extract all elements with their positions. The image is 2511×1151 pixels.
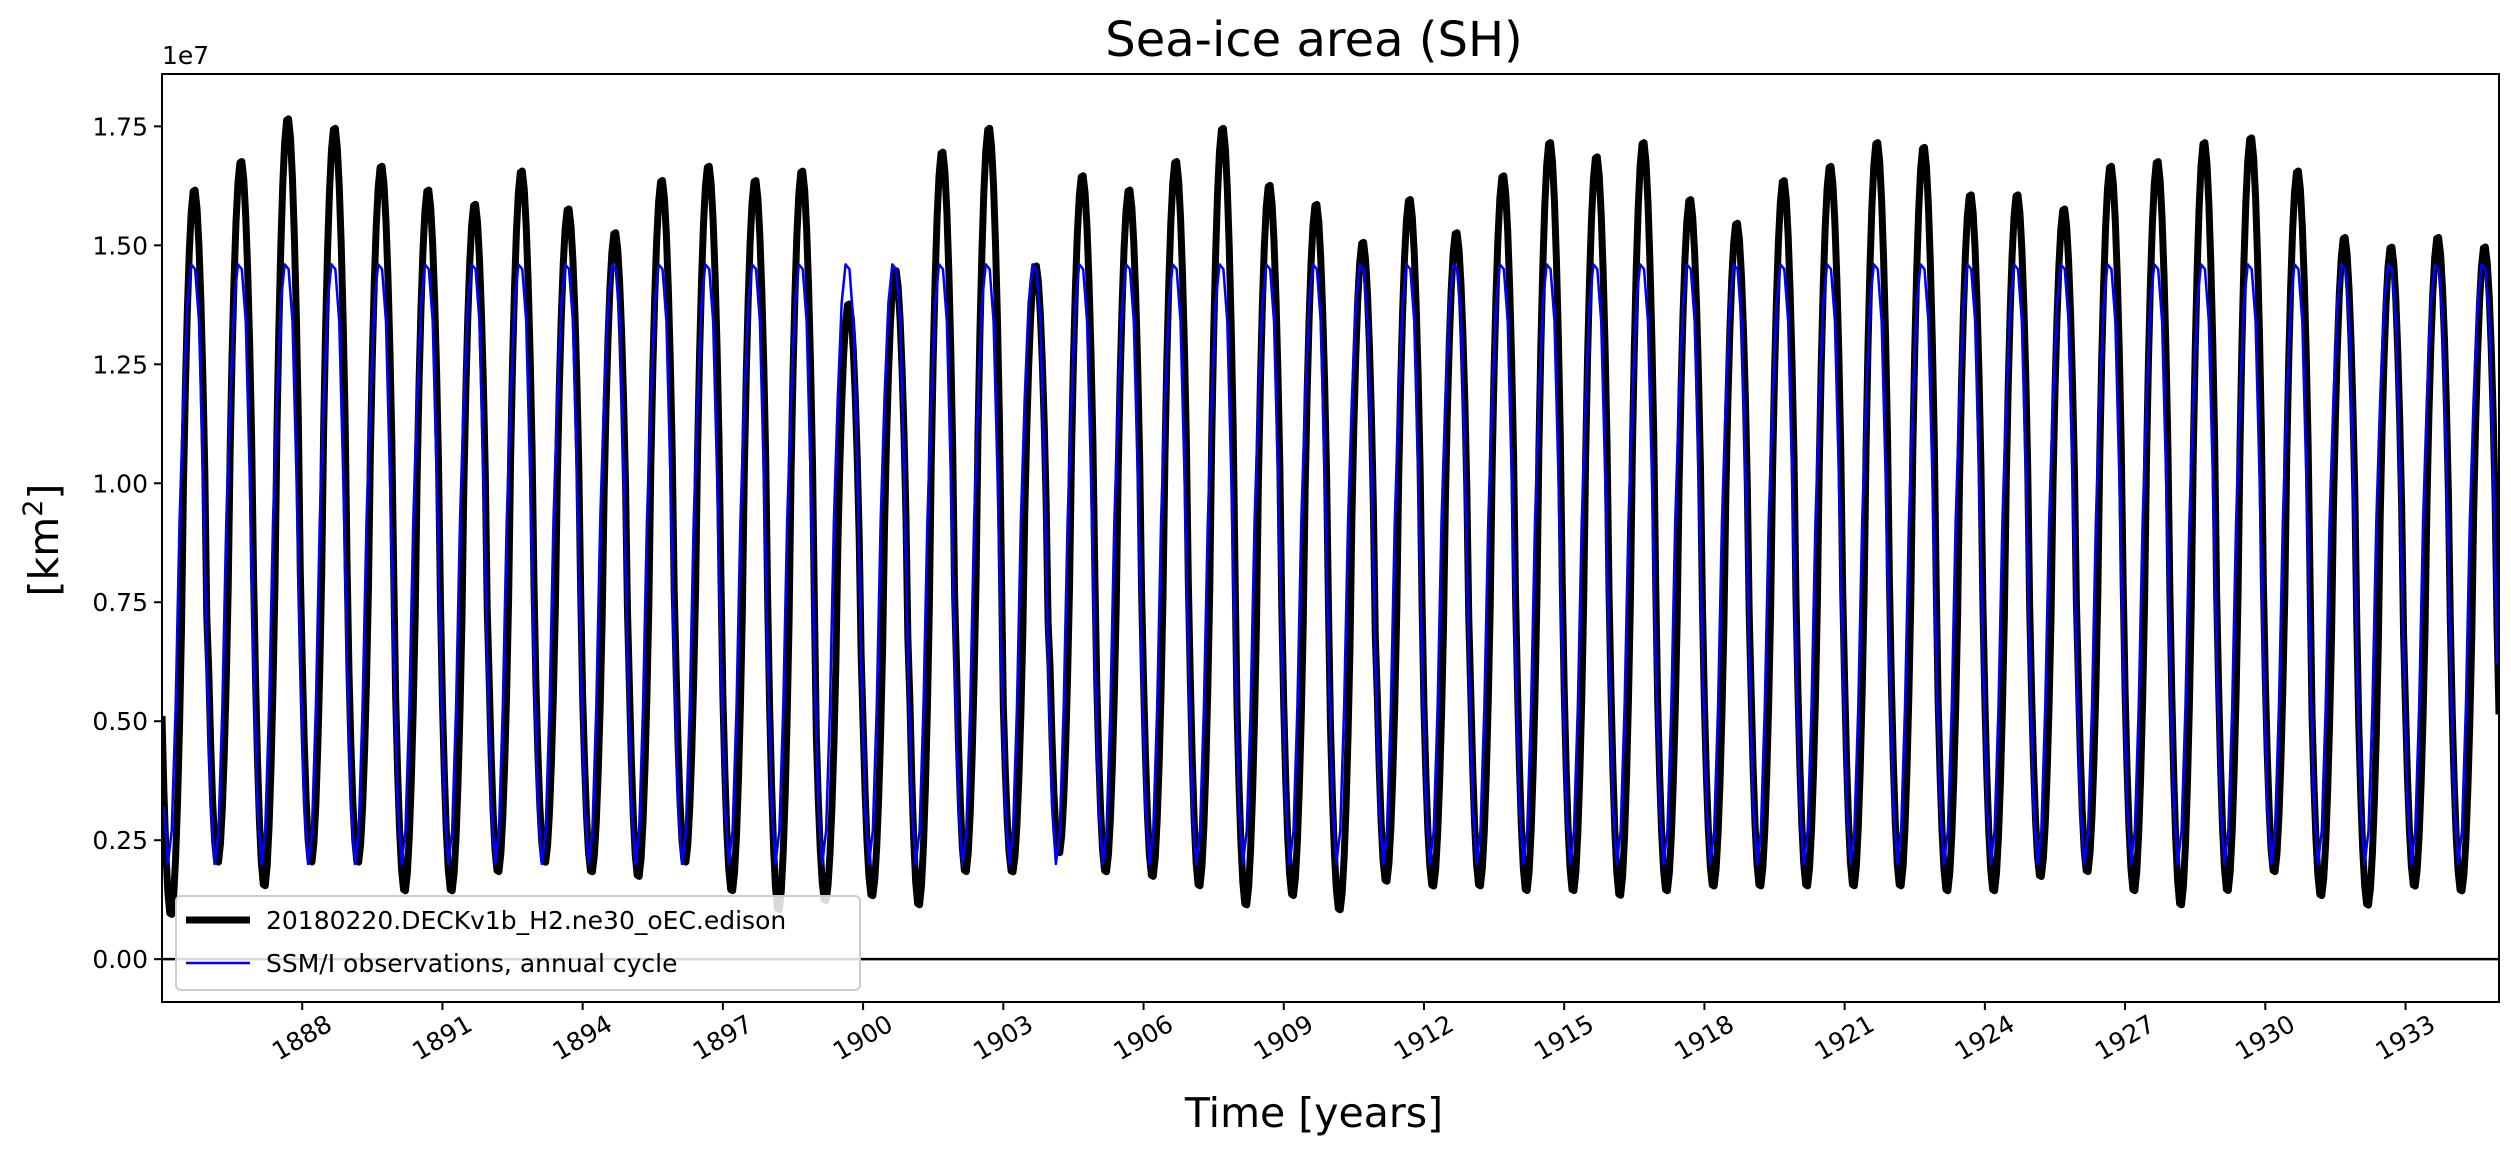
legend: 20180220.DECKv1b_H2.ne30_oEC.edison SSM/… <box>175 895 861 991</box>
y-tick-label: 0.00 <box>92 945 148 974</box>
y-tick-label: 0.75 <box>92 588 148 617</box>
series-line-observations <box>162 263 2499 866</box>
y-offset-label: 1e7 <box>162 41 209 70</box>
y-tick-label: 1.00 <box>92 469 148 498</box>
y-axis-label-base: [km <box>20 517 68 597</box>
y-tick-label: 0.25 <box>92 826 148 855</box>
x-axis-label: Time [years] <box>1184 1089 1443 1137</box>
y-tick-label: 1.25 <box>92 350 148 379</box>
y-axis-label-superscript: 2 <box>18 500 49 517</box>
series-layer <box>162 115 2499 918</box>
y-axis-label: [km2] <box>18 484 68 597</box>
y-tick-label: 1.75 <box>92 112 148 141</box>
y-tick-label: 1.50 <box>92 231 148 260</box>
plot-frame <box>161 73 2500 1003</box>
legend-label-model: 20180220.DECKv1b_H2.ne30_oEC.edison <box>266 906 786 935</box>
legend-label-observations: SSM/I observations, annual cycle <box>266 949 678 978</box>
y-axis-label-close: ] <box>20 484 68 500</box>
y-tick-label: 0.50 <box>92 707 148 736</box>
svg-text:[km2]: [km2] <box>18 484 68 597</box>
y-axis: 0.00 0.25 0.50 0.75 1.00 1.25 1.50 1.75 <box>92 112 162 974</box>
legend-box <box>175 895 861 991</box>
chart-title: Sea-ice area (SH) <box>1105 12 1523 68</box>
